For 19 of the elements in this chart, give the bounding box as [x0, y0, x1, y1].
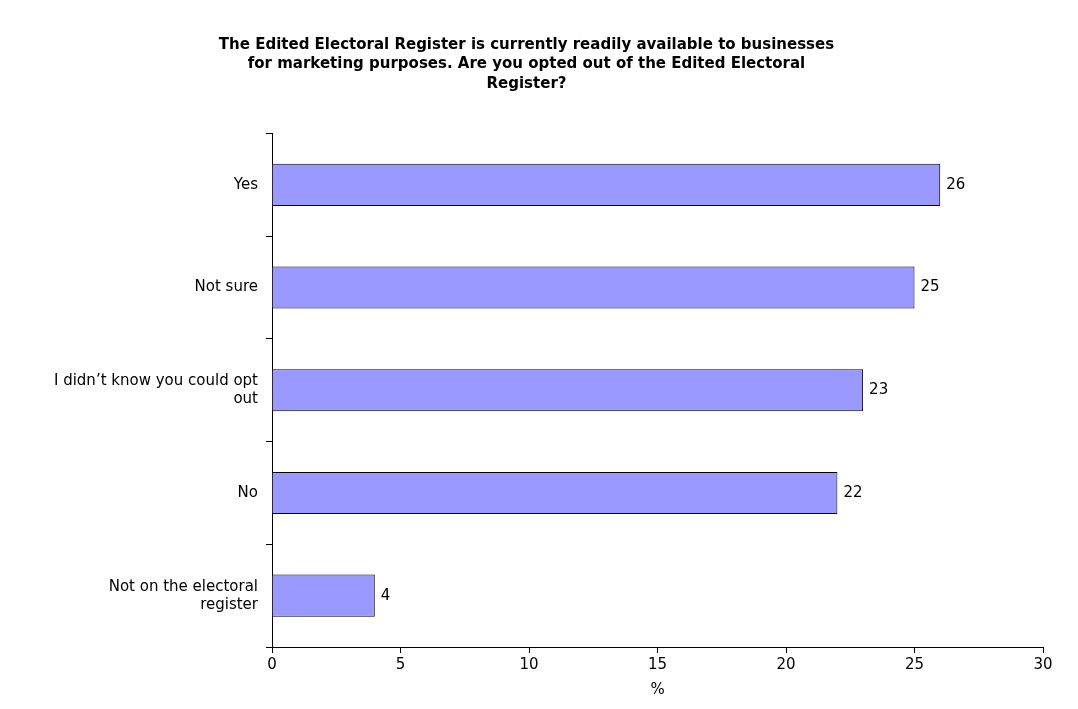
x-tick-label: 0 [267, 654, 277, 673]
x-tick-label: 20 [776, 654, 796, 673]
data-label: 25 [920, 277, 940, 296]
x-tick-label: 5 [395, 654, 406, 673]
y-tick-label: Not sure [194, 277, 258, 296]
x-tick-label: 10 [519, 654, 539, 673]
data-label: 4 [380, 585, 391, 604]
x-tick-label: 25 [904, 654, 925, 673]
chart-title: The Edited Electoral Register is currently readily available to businesses for marketing purposes. Are you opted out of the Edited Electoral Register? [218, 34, 835, 92]
x-axis-title: % [650, 679, 665, 698]
x-tick-label: 15 [647, 654, 668, 673]
y-tick-label: Not on the electoral register [108, 576, 259, 613]
data-label: 26 [946, 174, 966, 193]
y-tick-label: I didn’t know you could opt out [53, 371, 259, 408]
x-tick-label: 30 [1033, 654, 1053, 673]
data-label: 23 [869, 380, 889, 399]
y-tick-label: No [237, 482, 258, 501]
y-tick-label: Yes [232, 174, 259, 193]
data-label: 22 [843, 482, 863, 501]
